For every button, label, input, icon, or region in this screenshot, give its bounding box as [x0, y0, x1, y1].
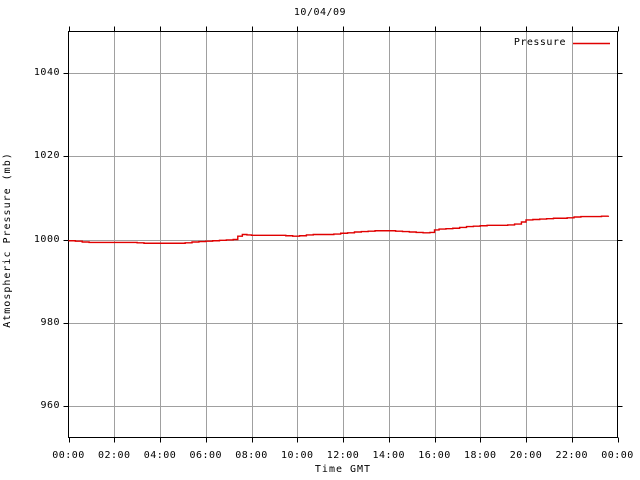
- data-series: [68, 215, 610, 244]
- x-tick-label: 02:00: [97, 450, 131, 461]
- x-tick-label: 22:00: [555, 450, 589, 461]
- chart-title: 10/04/09: [293, 7, 347, 18]
- x-tick-label: 20:00: [509, 450, 543, 461]
- plot-frame: [68, 31, 618, 438]
- x-tick-label: 16:00: [418, 450, 451, 461]
- y-tick-label: 1020: [33, 150, 60, 162]
- series-line-pressure: [68, 215, 610, 244]
- x-tick-label: 14:00: [372, 450, 406, 461]
- x-tick-label: 10:00: [280, 450, 314, 461]
- legend-label-pressure: Pressure: [513, 37, 566, 48]
- x-tick-label: 00:00: [601, 450, 634, 461]
- gridlines: [68, 31, 618, 438]
- y-tick-label: 960: [40, 400, 60, 412]
- x-tick-label: 06:00: [189, 450, 223, 461]
- x-axis-title: Time GMT: [314, 464, 372, 475]
- x-tick-label: 12:00: [326, 450, 360, 461]
- x-tick-label: 08:00: [235, 450, 268, 461]
- y-tick-label: 1000: [33, 233, 60, 245]
- x-tick-label: 00:00: [52, 450, 85, 461]
- y-tick-label: 1040: [33, 66, 60, 78]
- x-tick-label: 18:00: [463, 450, 497, 461]
- x-tick-label: 04:00: [143, 450, 177, 461]
- y-tick-label: 980: [40, 316, 60, 328]
- tick-marks: [63, 26, 623, 443]
